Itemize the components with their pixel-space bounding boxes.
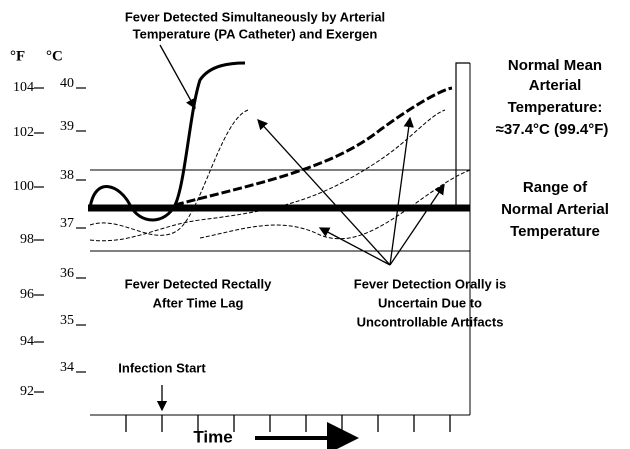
rectal-label: Fever Detected Rectally	[125, 276, 272, 291]
c-tick: 34	[60, 360, 74, 375]
x-label: Time	[193, 427, 232, 446]
range-label: Range of	[523, 179, 588, 196]
f-tick: 102	[13, 125, 34, 140]
plot-frame	[34, 62, 471, 432]
f-tick: 96	[20, 287, 34, 302]
f-tick: 104	[13, 80, 34, 95]
c-tick: 35	[60, 313, 74, 328]
c-tick: 37	[60, 216, 74, 231]
normal-mean-label: ≈37.4°C (99.4°F)	[496, 121, 609, 138]
oral-label: Uncertain Due to	[378, 295, 482, 310]
f-tick: 100	[13, 179, 34, 194]
infection-label: Infection Start	[118, 360, 206, 375]
oral-label: Uncontrollable Artifacts	[357, 314, 504, 329]
f-tick: 94	[20, 334, 34, 349]
f-tick: 92	[20, 384, 34, 399]
unit-f: °F	[10, 48, 25, 64]
normal-mean-label: Temperature:	[508, 99, 603, 116]
range-label: Normal Arterial	[501, 201, 609, 218]
arrows	[156, 44, 445, 449]
unit-c: °C	[46, 48, 63, 64]
top-label: Temperature (PA Catheter) and Exergen	[133, 26, 378, 41]
rectal-label: After Time Lag	[153, 295, 244, 310]
top-label: Fever Detected Simultaneously by Arteria…	[125, 9, 385, 24]
f-tick: 98	[20, 232, 34, 247]
normal-mean-label: Arterial	[529, 77, 582, 94]
curves	[88, 61, 471, 242]
c-tick: 36	[60, 266, 74, 281]
f-ticks: 104 102 100 98 96 94 92 40 39 38 37 36 3…	[13, 76, 74, 399]
normal-mean-label: Normal Mean	[508, 57, 602, 74]
range-label: Temperature	[510, 223, 600, 240]
oral-label: Fever Detection Orally is	[354, 276, 506, 291]
c-tick: 40	[60, 76, 74, 91]
c-tick: 38	[60, 168, 74, 183]
c-tick: 39	[60, 119, 74, 134]
